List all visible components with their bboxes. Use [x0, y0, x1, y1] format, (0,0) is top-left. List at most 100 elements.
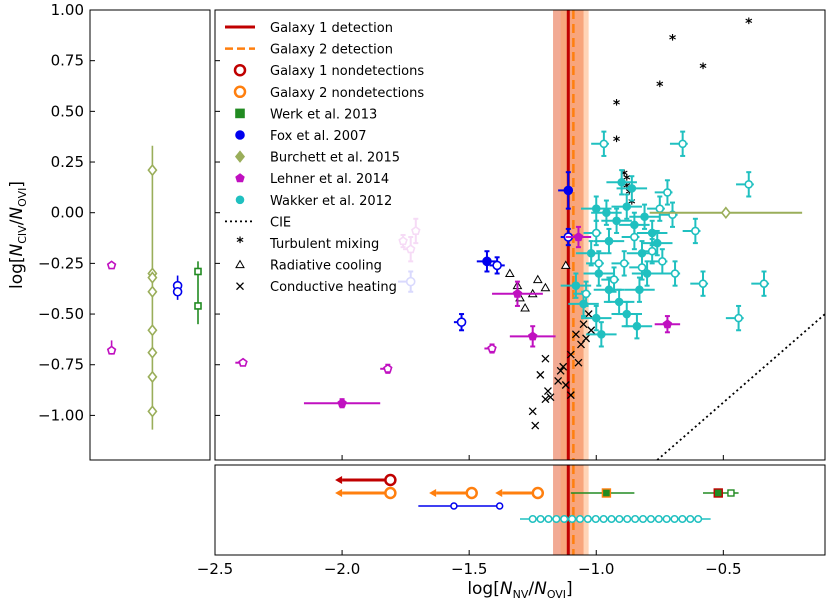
lehner-main-point-0: [337, 398, 347, 408]
lehner-main-point-1: [527, 331, 538, 341]
wakker-bottom-point-11: [615, 514, 624, 524]
turbulent-mixing-point-2: *: [699, 61, 707, 77]
x-tick-label-3: −1.0: [578, 560, 614, 578]
wakker-bottom-point-20: [686, 514, 695, 524]
wakker-bottom-point-12: [623, 514, 632, 524]
conductive-heating-point-6: [541, 354, 550, 363]
lehner-main-point-7: [487, 343, 497, 353]
galaxy1-nondet-point: [384, 473, 397, 487]
wakker-bottom-point-8: [591, 514, 600, 524]
wakker-filled-point-12: [622, 309, 632, 319]
wakker-bottom-point-18: [670, 514, 679, 524]
conductive-heating-point-7-b: [554, 376, 563, 385]
conductive-heating-point-11-b: [571, 330, 580, 339]
radiative-cooling-point-6: [560, 260, 571, 269]
wakker-bottom-point-13: [631, 514, 640, 524]
conductive-heating-point-8-b: [556, 366, 565, 375]
conductive-heating-point-9: [561, 381, 570, 389]
wakker-filled-point-23: [591, 313, 601, 323]
wakker-bottom-point-4: [560, 514, 569, 524]
x-axis-label: log[NNV/NOVI]: [467, 579, 572, 601]
y-tick-label-0: 1.00: [51, 1, 84, 19]
conductive-heating-point-18: [582, 334, 591, 343]
burchett-left-point-9: [147, 405, 158, 418]
wakker-bottom-point-16: [654, 514, 663, 524]
conductive-heating-point-14-b: [584, 310, 593, 319]
legend-item-2: Galaxy 1 nondetections: [233, 63, 424, 79]
panel-frames: [89, 9, 826, 556]
conductive-heating-point-0: [528, 407, 537, 416]
fox-bottom-point-2: [495, 502, 504, 510]
wakker-open-point-15: [581, 289, 591, 299]
wakker-open-point-4: [655, 204, 665, 213]
bottom-panel-frame: [214, 464, 826, 556]
conductive-heating-point-11: [571, 330, 580, 339]
galaxy2-nondet-point-2: [531, 486, 545, 500]
wakker-filled-point-10: [604, 285, 614, 295]
werk-left-point-13: [194, 302, 202, 310]
legend-label-9: CIE: [270, 215, 291, 230]
wakker-bottom-point-15: [646, 514, 655, 524]
radiative-cooling-point-5: [540, 282, 551, 292]
werk-left-point-12: [194, 267, 202, 276]
y-tick-label-7: −0.75: [38, 356, 84, 374]
conductive-heating-point-9-b: [561, 381, 570, 389]
turbulent-mixing-point-5: *: [613, 134, 621, 150]
x-tick-label-4: −0.5: [705, 560, 741, 578]
wakker-filled-point-18: [642, 269, 652, 278]
werk-bottom-filled-2: [713, 488, 723, 498]
turbulent-mixing-point-0: *: [745, 16, 753, 32]
conductive-heating-point-7: [554, 376, 563, 385]
burchett-main-point-0: [720, 206, 731, 219]
wakker-open-point-18: [591, 228, 601, 238]
conductive-heating-point-2: [536, 370, 545, 379]
legend-swatch-hexagon: [235, 195, 245, 205]
x-tick-label-0: −2.5: [197, 560, 233, 578]
legend-label-7: Lehner et al. 2014: [270, 172, 389, 187]
galaxy2-nondet-point-0: [384, 486, 397, 500]
legend-item-9: CIE: [225, 215, 291, 230]
conductive-heating-point-13: [579, 320, 588, 329]
legend-label-5: Fox et al. 2007: [270, 129, 367, 144]
wakker-filled-point-7: [604, 236, 614, 246]
burchett-left-point-5: [147, 285, 158, 299]
data-points: ***********: [106, 16, 803, 524]
wakker-open-point-2: [744, 180, 754, 189]
legend-label-3: Galaxy 2 nondetections: [270, 86, 424, 101]
lehner-left-point-1: [106, 345, 117, 355]
radiative-cooling-point-4: [532, 274, 543, 284]
burchett-left-point-4: [147, 271, 158, 284]
turbulent-mixing-point-1: *: [669, 32, 677, 48]
conductive-heating-point-19-b: [587, 326, 596, 335]
radiative-cooling-point-0: [504, 268, 515, 278]
wakker-open-point-16: [619, 259, 629, 268]
wakker-filled-point-3: [622, 202, 632, 211]
wakker-bottom-point-2: [544, 514, 553, 524]
wakker-bottom-point-7: [583, 514, 592, 524]
wakker-bottom-point-5: [568, 514, 577, 524]
wakker-filled-point-16: [571, 281, 581, 290]
galaxy2-nondet-point-1: [465, 486, 478, 500]
legend-label-0: Galaxy 1 detection: [270, 21, 393, 36]
fox-bottom-point-1: [450, 502, 458, 510]
wakker-open-point-13: [734, 313, 743, 323]
wakker-open-point-0: [599, 139, 609, 149]
wakker-open-point-17: [637, 263, 647, 272]
conductive-heating-point-13-b: [579, 320, 588, 329]
conductive-heating-point-4: [543, 387, 552, 396]
wakker-filled-point-21: [652, 238, 662, 248]
fox-main-point-1: [482, 256, 492, 267]
turbulent-mixing-point-6: *: [621, 168, 629, 184]
conductive-heating-point-15-b: [566, 391, 575, 400]
legend-item-12: Conductive heating: [236, 280, 397, 295]
wakker-filled-point-13: [632, 321, 642, 331]
wakker-filled-point-20: [627, 184, 637, 193]
legend-swatch-open-circle: [233, 85, 247, 99]
conductive-heating-point-6-b: [541, 354, 550, 363]
legend-label-12: Conductive heating: [270, 280, 397, 295]
conductive-heating-point-3: [541, 395, 550, 404]
radiative-cooling-point-2: [520, 302, 530, 312]
turbulent-mixing-point-10: *: [628, 197, 636, 213]
wakker-bottom-point-10: [607, 514, 616, 524]
